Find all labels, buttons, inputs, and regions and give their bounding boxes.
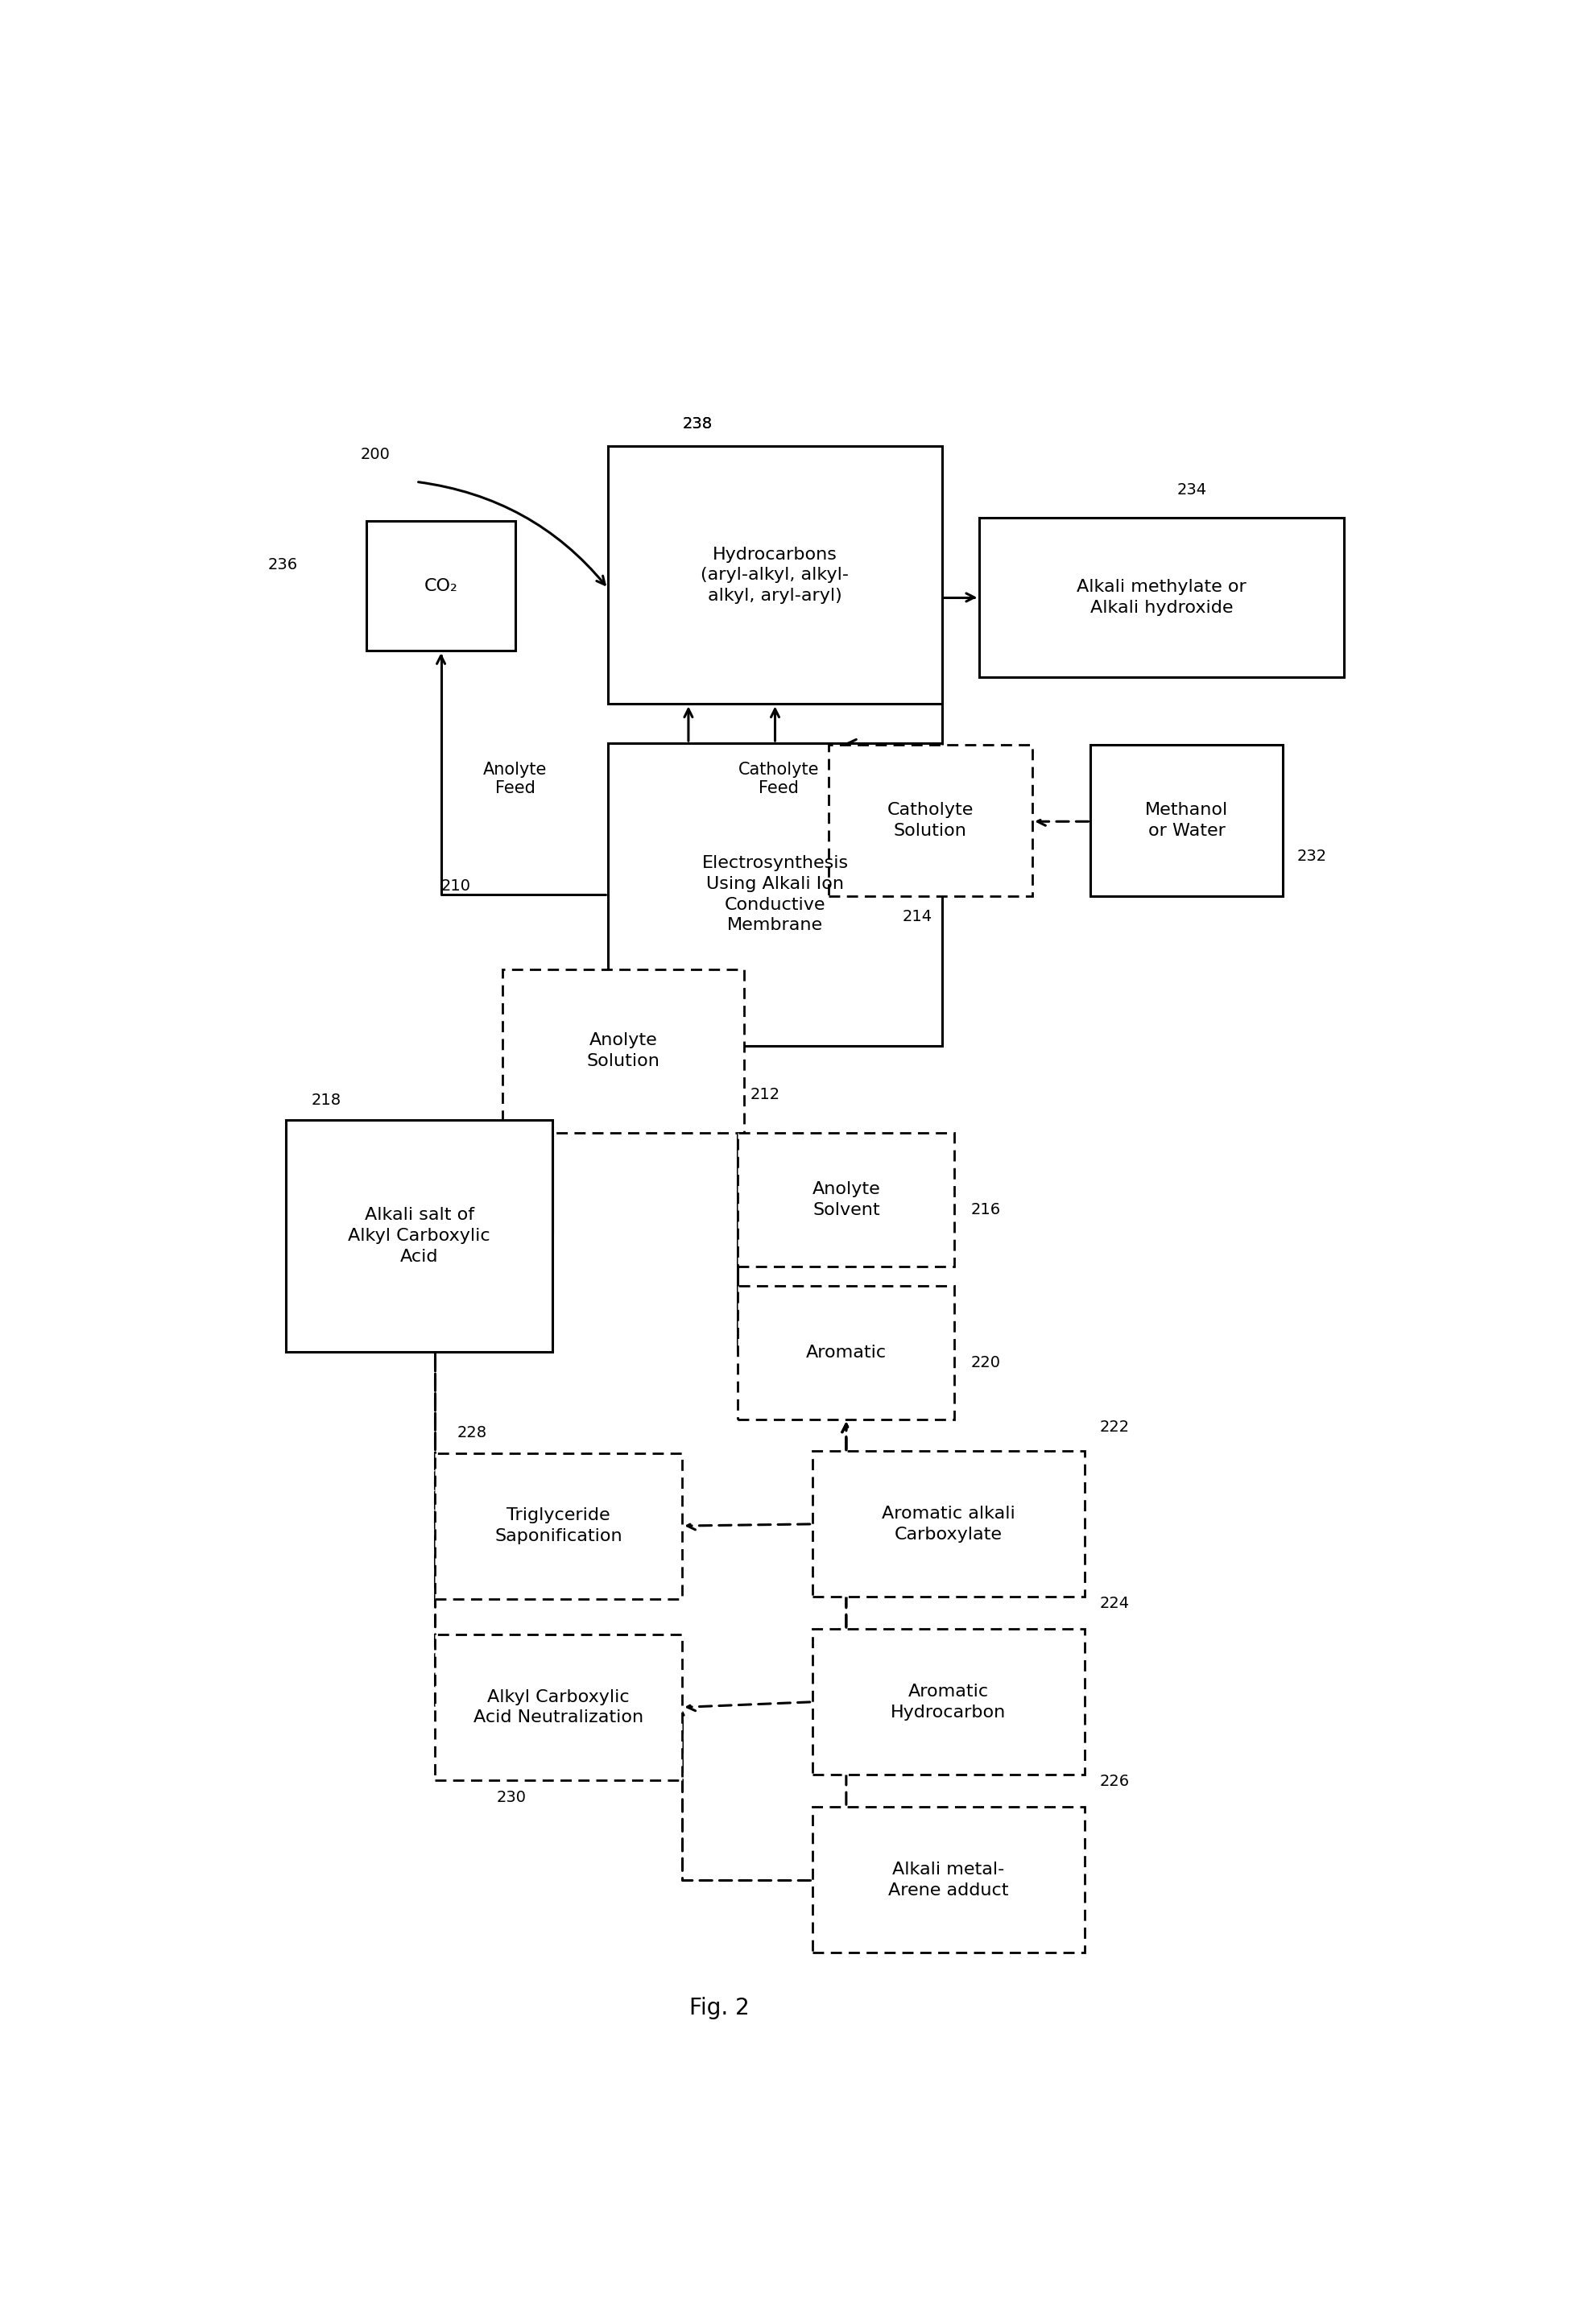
Text: Alkali salt of
Alkyl Carboxylic
Acid: Alkali salt of Alkyl Carboxylic Acid [348,1208,490,1264]
Text: Aromatic
Hydrocarbon: Aromatic Hydrocarbon [891,1684,1005,1721]
Text: 232: 232 [1296,848,1326,864]
Text: Electrosynthesis
Using Alkali Ion
Conductive
Membrane: Electrosynthesis Using Alkali Ion Conduc… [701,855,847,933]
FancyBboxPatch shape [978,517,1344,677]
Text: Methanol
or Water: Methanol or Water [1144,802,1227,839]
FancyBboxPatch shape [1090,746,1282,896]
Text: 234: 234 [1176,483,1207,497]
Text: Hydrocarbons
(aryl-alkyl, alkyl-
alkyl, aryl-aryl): Hydrocarbons (aryl-alkyl, alkyl- alkyl, … [701,547,849,603]
Text: Catholyte
Feed: Catholyte Feed [737,762,819,797]
Text: 222: 222 [1098,1421,1128,1435]
FancyBboxPatch shape [828,746,1033,896]
Text: Alkali metal-
Arene adduct: Alkali metal- Arene adduct [887,1862,1009,1899]
FancyBboxPatch shape [608,744,942,1046]
Text: 228: 228 [456,1425,487,1439]
FancyBboxPatch shape [812,1806,1084,1952]
Text: Anolyte
Solution: Anolyte Solution [587,1033,659,1070]
FancyBboxPatch shape [737,1287,954,1418]
Text: CO₂: CO₂ [425,578,458,594]
Text: Fig. 2: Fig. 2 [689,1996,749,2019]
Text: Aromatic alkali
Carboxylate: Aromatic alkali Carboxylate [881,1506,1015,1543]
Text: Catholyte
Solution: Catholyte Solution [887,802,974,839]
Text: 238: 238 [681,416,712,432]
FancyBboxPatch shape [608,446,942,705]
Text: 210: 210 [440,878,471,894]
FancyBboxPatch shape [812,1451,1084,1596]
FancyBboxPatch shape [737,1132,954,1266]
Text: Anolyte
Solvent: Anolyte Solvent [812,1180,879,1217]
Text: 218: 218 [311,1093,340,1106]
FancyBboxPatch shape [812,1629,1084,1774]
FancyBboxPatch shape [434,1453,681,1599]
FancyBboxPatch shape [367,520,516,651]
Text: Aromatic: Aromatic [806,1344,886,1361]
Text: 216: 216 [970,1204,1001,1217]
Text: 236: 236 [268,557,297,573]
Text: 214: 214 [902,910,932,924]
Text: 226: 226 [1098,1774,1128,1788]
Text: 230: 230 [496,1790,527,1804]
Text: 200: 200 [361,446,389,462]
FancyBboxPatch shape [503,970,744,1132]
Text: 224: 224 [1098,1596,1128,1610]
Text: Alkyl Carboxylic
Acid Neutralization: Alkyl Carboxylic Acid Neutralization [474,1689,643,1726]
Text: Anolyte
Feed: Anolyte Feed [484,762,547,797]
Text: 238: 238 [681,416,712,432]
FancyBboxPatch shape [434,1635,681,1781]
Text: Alkali methylate or
Alkali hydroxide: Alkali methylate or Alkali hydroxide [1076,580,1246,617]
FancyBboxPatch shape [286,1120,552,1351]
Text: 220: 220 [970,1356,999,1370]
Text: 212: 212 [750,1088,780,1102]
Text: Triglyceride
Saponification: Triglyceride Saponification [495,1508,622,1543]
